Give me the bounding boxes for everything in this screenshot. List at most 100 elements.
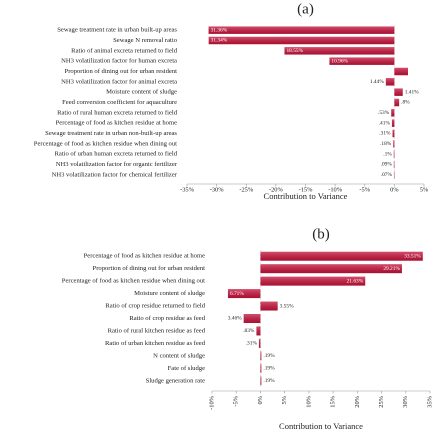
x-tick-label: -35% xyxy=(180,186,195,193)
bar-shade xyxy=(258,338,261,348)
value-label: 1.44% xyxy=(370,79,384,85)
value-label: 31.36% xyxy=(211,27,228,33)
bar-shade xyxy=(260,363,262,373)
bar-shade xyxy=(392,129,395,138)
category-label: Sewage N removal ratio xyxy=(113,37,178,44)
value-label: .09% xyxy=(381,162,393,168)
x-tick-label: 35% xyxy=(426,395,433,407)
bar-shade xyxy=(385,78,395,86)
value-label: 3.46% xyxy=(228,316,242,322)
category-label: Ratio of crop residue returned to field xyxy=(105,303,205,310)
x-axis-label: Contribution to Variance xyxy=(279,421,363,431)
bar-shade xyxy=(394,98,400,107)
bar-shade xyxy=(260,251,423,261)
category-label: Ratio of urban kitchen residue as feed xyxy=(105,340,206,347)
bar-shade xyxy=(260,376,262,386)
category-label: Sewage treatment rate in urban non-built… xyxy=(45,130,177,137)
category-label: NH3 volatilization factor for chemical f… xyxy=(52,171,178,178)
value-label: 18.55% xyxy=(286,48,303,54)
category-label: N content of sludge xyxy=(153,352,205,359)
x-axis-label: Contribution to Variance xyxy=(264,191,348,201)
value-label: .8% xyxy=(401,100,410,106)
x-tick-label: -5% xyxy=(233,395,240,406)
value-label: .53% xyxy=(378,110,390,116)
bar-shade xyxy=(208,26,395,34)
x-tick-label: -10% xyxy=(208,395,215,410)
value-label: .18% xyxy=(380,141,392,147)
value-label: 3.55% xyxy=(280,303,294,309)
category-label: Ratio of crop residue as feed xyxy=(129,315,205,322)
bar-shade xyxy=(394,67,409,76)
bar-shade xyxy=(256,326,261,336)
value-label: 6.71% xyxy=(230,291,244,297)
value-label: 31.34% xyxy=(211,38,228,44)
category-label: Proportion of dining out for urban resid… xyxy=(65,68,178,75)
x-tick-label: -15% xyxy=(299,186,314,193)
bar-shade xyxy=(391,119,395,127)
bar-shade xyxy=(393,150,395,158)
bar-shade xyxy=(393,140,395,148)
category-label: Ratio of rural human excreta returned to… xyxy=(57,109,178,116)
value-label: .41% xyxy=(379,120,391,126)
category-label: NH3 volatilization factor for organic fe… xyxy=(56,161,178,168)
x-tick-label: 10% xyxy=(305,395,312,407)
x-tick-label: -25% xyxy=(239,186,254,193)
bar-shade xyxy=(260,351,262,361)
category-label: NH3 volatilization factor for human excr… xyxy=(61,58,177,65)
x-tick-label: -20% xyxy=(269,186,284,193)
value-label: .1% xyxy=(383,151,392,157)
category-label: Percentage of food as kitchen residue at… xyxy=(84,253,205,260)
x-tick-label: 30% xyxy=(402,395,409,407)
value-label: 10.96% xyxy=(331,58,348,64)
bar-shade xyxy=(260,264,402,274)
bar-shade xyxy=(284,47,395,55)
category-label: Ratio of rural kitchen residue as feed xyxy=(108,327,206,334)
value-label: .31% xyxy=(246,341,258,347)
x-tick-label: 25% xyxy=(378,395,385,407)
category-label: Feed conversion coefficient for aquacult… xyxy=(62,99,177,106)
value-label: .07% xyxy=(381,172,393,178)
category-label: Percentage of food as kitchen residue wh… xyxy=(34,140,177,147)
x-tick-label: 0% xyxy=(390,186,399,193)
x-tick-label: 15% xyxy=(330,395,337,407)
bar-shade xyxy=(394,88,403,96)
bar-shade xyxy=(391,109,395,117)
x-tick-label: 0% xyxy=(257,395,264,404)
bar-shade xyxy=(260,301,278,311)
bar-shade xyxy=(329,57,395,65)
category-label: Ratio of animal excreta returned to fiel… xyxy=(71,47,178,54)
x-tick-label: 5% xyxy=(281,395,288,404)
bar-shade xyxy=(260,276,366,286)
category-label: Ratio of urban human excreta returned to… xyxy=(55,151,178,158)
category-label: Moisture content of sludge xyxy=(106,89,177,96)
category-label: Percentage of food as kitchen residue at… xyxy=(56,120,177,127)
chart-title: (a) xyxy=(297,1,314,17)
chart-title: (b) xyxy=(312,226,330,242)
bar-shade xyxy=(208,36,395,45)
category-label: Sludge generation rate xyxy=(146,377,205,384)
category-label: NH3 volatilization factor for animal exc… xyxy=(61,78,177,85)
x-tick-label: -10% xyxy=(328,186,343,193)
value-label: 1.41% xyxy=(405,89,419,95)
x-tick-label: 20% xyxy=(354,395,361,407)
value-label: .31% xyxy=(379,131,391,137)
category-label: Percentage of food as kitchen residue wh… xyxy=(62,278,205,285)
category-label: Fate of sludge xyxy=(168,365,205,372)
x-tick-label: -30% xyxy=(210,186,225,193)
bar-shade xyxy=(227,289,261,299)
bar-shade xyxy=(243,314,261,323)
value-label: 33.51% xyxy=(404,253,421,259)
category-label: Proportion of dining out for urban resid… xyxy=(93,265,206,272)
bar-shade xyxy=(393,160,395,169)
category-label: Moisture content of sludge xyxy=(134,290,205,297)
value-label: 21.63% xyxy=(347,278,364,284)
value-label: .19% xyxy=(263,378,275,384)
category-label: Sewage treatment rate in urban built-up … xyxy=(57,27,177,34)
x-tick-label: -5% xyxy=(359,186,370,193)
x-tick-label: 5% xyxy=(420,186,429,193)
value-label: .19% xyxy=(263,366,275,372)
value-label: 29.21% xyxy=(383,266,400,272)
value-label: .83% xyxy=(243,328,255,334)
value-label: .19% xyxy=(263,353,275,359)
